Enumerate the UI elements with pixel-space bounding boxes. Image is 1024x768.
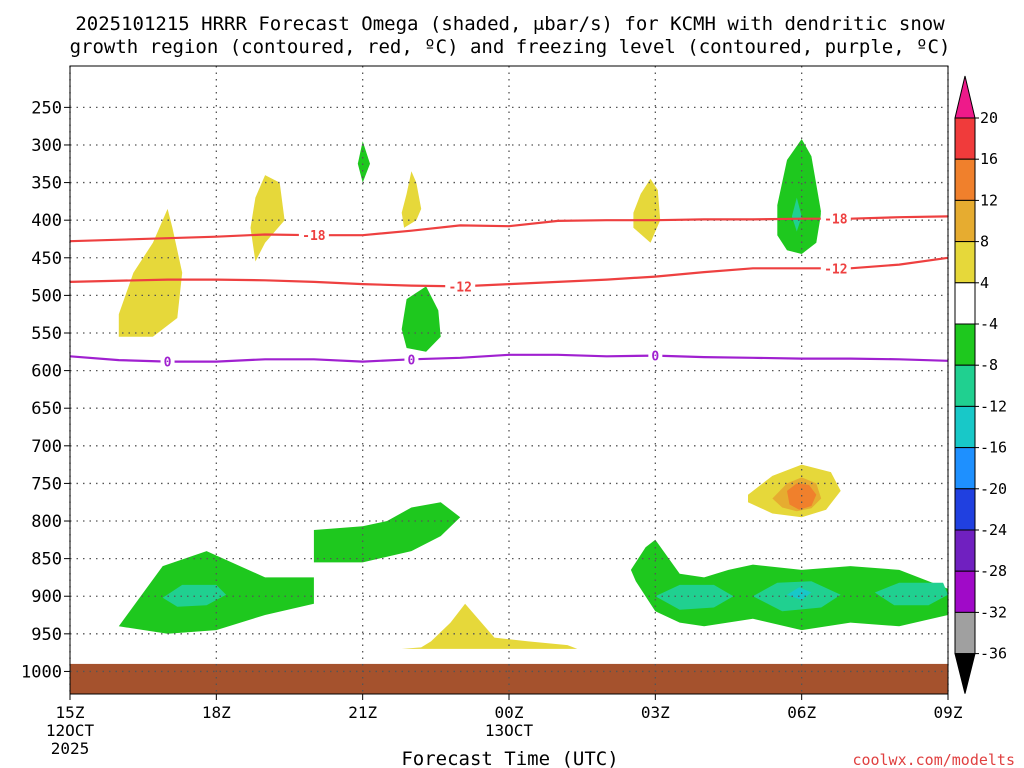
omega-region-2	[401, 171, 422, 228]
colorbar-bottom-arrow	[954, 653, 976, 694]
colorbar-label-4: 4	[980, 274, 989, 292]
y-tick-label-700: 700	[31, 437, 62, 457]
plot-area: -18 -18 -12 -12 0 0 0	[69, 65, 949, 695]
watermark: coolwx.com/modelts	[852, 751, 1015, 768]
colorbar-label-10: -24	[980, 521, 1007, 539]
omega-region-1	[250, 175, 285, 262]
y-axis: 250 300 350 400 450 500 550 600 650 700 750 800 850 9…	[21, 98, 70, 682]
colorbar-label-2: 12	[980, 191, 998, 209]
y-tick-label-650: 650	[31, 399, 62, 419]
chart-title-line1: 2025101215 HRRR Forecast Omega (shaded, …	[75, 13, 945, 35]
y-tick-label-600: 600	[31, 362, 62, 382]
x-tick-label-18Z: 18Z	[202, 703, 231, 722]
y-tick-label-400: 400	[31, 211, 62, 231]
contour--12-label-bg-1	[820, 261, 851, 276]
y-tick-label-750: 750	[31, 474, 62, 494]
y-tick-label-850: 850	[31, 550, 62, 570]
x-axis-label: Forecast Time (UTC)	[401, 748, 618, 768]
ground-surface	[70, 663, 948, 694]
omega-region-7	[787, 483, 817, 510]
colorbar-label-9: -20	[980, 480, 1007, 498]
date-label-0-1: 2025	[51, 739, 90, 758]
colorbar-box-4	[954, 241, 976, 284]
colorbar-label-0: 20	[980, 109, 998, 127]
colorbar-label-5: -4	[980, 315, 998, 333]
colorbar-box-11	[954, 529, 976, 572]
omega-region-14	[313, 502, 461, 563]
colorbar-label-8: -16	[980, 439, 1007, 457]
y-tick-label-900: 900	[31, 587, 62, 607]
contour--12-line	[69, 256, 949, 288]
contour-0-label-1: 0	[408, 353, 416, 368]
omega-region-19	[874, 582, 948, 606]
colorbar-box-5	[954, 282, 976, 325]
contour-0-label-bg-1	[404, 352, 419, 367]
y-tick-label-250: 250	[31, 98, 62, 118]
omega-region-9	[401, 286, 441, 352]
y-tick-label-950: 950	[31, 625, 62, 645]
omega-region-0	[118, 208, 183, 337]
omega-region-10	[777, 139, 822, 254]
colorbar-box-6	[954, 323, 976, 366]
colorbar-label-3: 8	[980, 233, 989, 251]
colorbar-box-10	[954, 488, 976, 531]
temperature-contours: -18 -18 -12 -12 0 0 0	[69, 211, 949, 371]
contour--12-label-0: -12	[448, 280, 471, 295]
colorbar-label-7: -12	[980, 397, 1007, 415]
colorbar-label-11: -28	[980, 562, 1007, 580]
x-tick-label-00Z: 00Z	[495, 703, 524, 722]
colorbar-box-9	[954, 447, 976, 490]
contour--18-label-1: -18	[824, 213, 848, 228]
contour-0-label-2: 0	[651, 350, 659, 365]
y-tick-label-500: 500	[31, 286, 62, 306]
omega-region-4	[401, 603, 578, 649]
x-tick-label-03Z: 03Z	[641, 703, 670, 722]
contour--18-label-0: -18	[302, 229, 326, 244]
y-tick-label-300: 300	[31, 136, 62, 156]
date-label-0-0: 12OCT	[46, 721, 95, 740]
contour-0-label-bg-0	[160, 354, 175, 369]
omega-shading	[118, 139, 948, 649]
colorbar-box-13	[954, 611, 976, 655]
contour--18-line	[69, 215, 949, 243]
contour--18-label-bg-0	[298, 228, 329, 243]
colorbar-box-3	[954, 199, 976, 243]
omega-region-11	[791, 197, 802, 232]
y-tick-label-1000: 1000	[21, 662, 62, 682]
colorbar-box-7	[954, 364, 976, 407]
colorbar-box-1	[954, 117, 976, 160]
omega-region-3	[633, 178, 661, 243]
colorbar: 20 16 12 8 4 -4 -8 -12 -16 -20 -24 -28 -32 -36	[954, 75, 1007, 694]
colorbar-label-12: -32	[980, 603, 1007, 621]
x-tick-label-21Z: 21Z	[348, 703, 377, 722]
contour-0-line	[69, 353, 949, 363]
y-tick-label-550: 550	[31, 324, 62, 344]
colorbar-label-13: -36	[980, 645, 1007, 663]
date-label-1-0: 13OCT	[485, 721, 534, 740]
omega-region-8	[357, 141, 370, 183]
contour--12-label-bg-0	[445, 279, 476, 294]
contour-0-label-0: 0	[164, 356, 172, 371]
colorbar-box-8	[954, 405, 976, 449]
contour--18-label-bg-1	[820, 211, 851, 226]
y-tick-label-800: 800	[31, 512, 62, 532]
colorbar-box-2	[954, 158, 976, 201]
omega-region-16	[655, 584, 734, 610]
x-tick-label-15Z: 15Z	[56, 703, 85, 722]
chart-title-line2: growth region (contoured, red, ºC) and f…	[70, 36, 951, 58]
y-tick-label-450: 450	[31, 249, 62, 269]
colorbar-label-6: -8	[980, 356, 998, 374]
y-tick-label-350: 350	[31, 174, 62, 194]
contour-0-label-bg-2	[648, 348, 663, 363]
x-tick-label-09Z: 09Z	[934, 703, 963, 722]
contour--12-label-1: -12	[824, 262, 847, 277]
x-tick-label-06Z: 06Z	[787, 703, 816, 722]
colorbar-top-arrow	[954, 75, 976, 119]
colorbar-label-1: 16	[980, 150, 998, 168]
colorbar-box-12	[954, 570, 976, 613]
